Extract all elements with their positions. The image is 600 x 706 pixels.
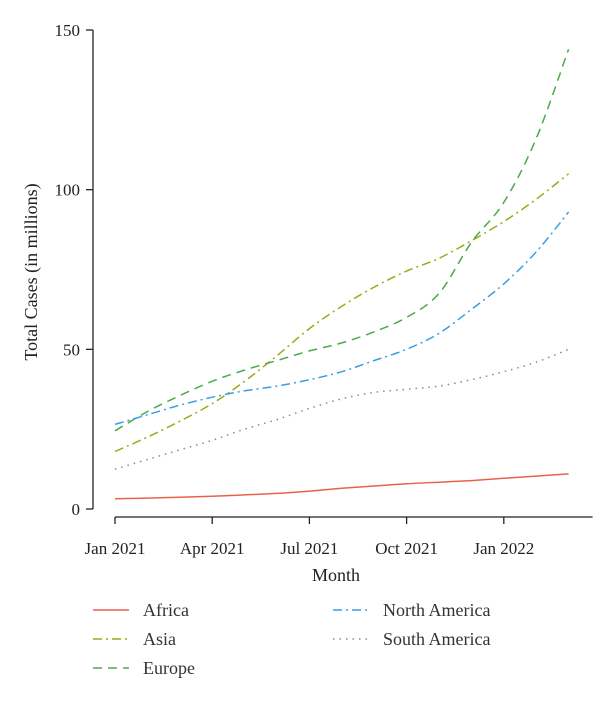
series-line-south-america [114,348,569,470]
legend-item-south-america: South America [333,629,490,649]
series-line-africa [114,473,569,500]
legend-item-europe: Europe [93,658,195,678]
legend-label: Africa [143,600,189,620]
x-tick-label: Jul 2021 [280,539,338,558]
legend-item-asia: Asia [93,629,176,649]
axes [92,30,593,518]
x-axis-label: Month [312,565,360,585]
legend-label: South America [383,629,490,649]
y-tick-label: 150 [55,21,81,40]
legend-label: North America [383,600,490,620]
y-axis-label: Total Cases (in millions) [21,183,42,360]
x-tick-label: Oct 2021 [375,539,438,558]
y-tick-label: 0 [72,500,81,519]
legend-label: Asia [143,629,176,649]
legend-item-north-america: North America [333,600,490,620]
y-tick-label: 50 [63,340,80,359]
y-tick-label: 100 [55,181,81,200]
legend-item-africa: Africa [93,600,189,620]
series-line-asia [114,173,570,453]
x-tick-label: Apr 2021 [180,539,245,558]
x-tick-label: Jan 2022 [473,539,534,558]
x-tick-label: Jan 2021 [85,539,146,558]
legend-label: Europe [143,658,195,678]
y-ticks: 0 50 100 150 [55,21,93,519]
series-layer [114,48,570,500]
legend: Africa Asia Europe North America South Ameri… [93,600,490,678]
series-line-europe [114,48,570,432]
x-ticks: Jan 2021 Apr 2021 Jul 2021 Oct 2021 Jan 2022 [85,517,534,558]
series-line-north-america [114,211,570,426]
